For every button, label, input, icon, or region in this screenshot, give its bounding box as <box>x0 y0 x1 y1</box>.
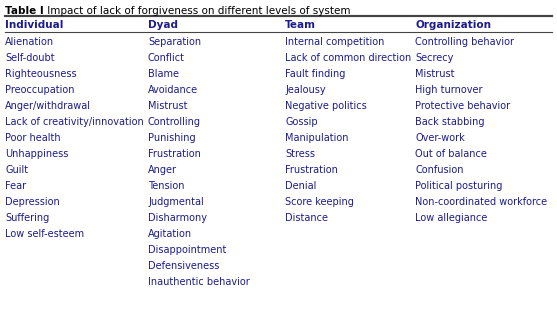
Text: Stress: Stress <box>285 149 315 159</box>
Text: Controlling behavior: Controlling behavior <box>415 37 514 47</box>
Text: Blame: Blame <box>148 69 179 79</box>
Text: Guilt: Guilt <box>5 165 28 175</box>
Text: Negative politics: Negative politics <box>285 101 367 111</box>
Text: Confusion: Confusion <box>415 165 463 175</box>
Text: Preoccupation: Preoccupation <box>5 85 75 95</box>
Text: Conflict: Conflict <box>148 53 185 63</box>
Text: Impact of lack of forgiveness on different levels of system: Impact of lack of forgiveness on differe… <box>44 6 350 16</box>
Text: Unhappiness: Unhappiness <box>5 149 69 159</box>
Text: Tension: Tension <box>148 181 184 191</box>
Text: Lack of creativity/innovation: Lack of creativity/innovation <box>5 117 144 127</box>
Text: Protective behavior: Protective behavior <box>415 101 510 111</box>
Text: Denial: Denial <box>285 181 316 191</box>
Text: Avoidance: Avoidance <box>148 85 198 95</box>
Text: Fear: Fear <box>5 181 26 191</box>
Text: Frustration: Frustration <box>148 149 201 159</box>
Text: Lack of common direction: Lack of common direction <box>285 53 411 63</box>
Text: Controlling: Controlling <box>148 117 201 127</box>
Text: Dyad: Dyad <box>148 20 178 30</box>
Text: Score keeping: Score keeping <box>285 197 354 207</box>
Text: Anger: Anger <box>148 165 177 175</box>
Text: Disharmony: Disharmony <box>148 213 207 223</box>
Text: Out of balance: Out of balance <box>415 149 487 159</box>
Text: Self-doubt: Self-doubt <box>5 53 55 63</box>
Text: Political posturing: Political posturing <box>415 181 502 191</box>
Text: Inauthentic behavior: Inauthentic behavior <box>148 277 250 287</box>
Text: Distance: Distance <box>285 213 328 223</box>
Text: Righteousness: Righteousness <box>5 69 77 79</box>
Text: Internal competition: Internal competition <box>285 37 384 47</box>
Text: Agitation: Agitation <box>148 229 192 239</box>
Text: Alienation: Alienation <box>5 37 54 47</box>
Text: Individual: Individual <box>5 20 63 30</box>
Text: Low allegiance: Low allegiance <box>415 213 487 223</box>
Text: Poor health: Poor health <box>5 133 61 143</box>
Text: Low self-esteem: Low self-esteem <box>5 229 84 239</box>
Text: High turnover: High turnover <box>415 85 482 95</box>
Text: Depression: Depression <box>5 197 60 207</box>
Text: Disappointment: Disappointment <box>148 245 226 255</box>
Text: Back stabbing: Back stabbing <box>415 117 485 127</box>
Text: Gossip: Gossip <box>285 117 317 127</box>
Text: Team: Team <box>285 20 316 30</box>
Text: Fault finding: Fault finding <box>285 69 345 79</box>
Text: Punishing: Punishing <box>148 133 196 143</box>
Text: Separation: Separation <box>148 37 201 47</box>
Text: Non-coordinated workforce: Non-coordinated workforce <box>415 197 547 207</box>
Text: Manipulation: Manipulation <box>285 133 349 143</box>
Text: Secrecy: Secrecy <box>415 53 453 63</box>
Text: Mistrust: Mistrust <box>415 69 455 79</box>
Text: Table I: Table I <box>5 6 44 16</box>
Text: Over-work: Over-work <box>415 133 465 143</box>
Text: Jealousy: Jealousy <box>285 85 326 95</box>
Text: Organization: Organization <box>415 20 491 30</box>
Text: Defensiveness: Defensiveness <box>148 261 219 271</box>
Text: Anger/withdrawal: Anger/withdrawal <box>5 101 91 111</box>
Text: Suffering: Suffering <box>5 213 49 223</box>
Text: Frustration: Frustration <box>285 165 338 175</box>
Text: Judgmental: Judgmental <box>148 197 204 207</box>
Text: Mistrust: Mistrust <box>148 101 188 111</box>
